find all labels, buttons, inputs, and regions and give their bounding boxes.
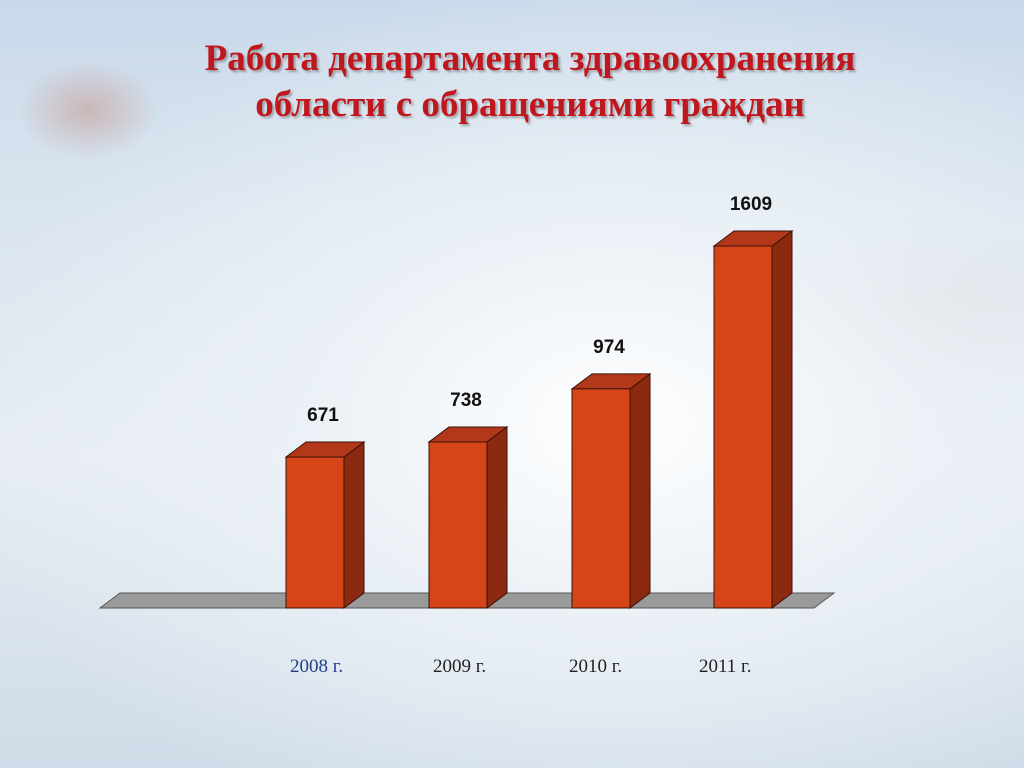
bar-2008 г.: 671 [284, 405, 366, 609]
data-label: 671 [307, 405, 339, 426]
data-label: 1609 [730, 194, 772, 215]
category-label: 2011 г. [699, 656, 752, 677]
bar-front [285, 456, 345, 609]
bar-front [571, 388, 631, 609]
title-line-2: области с обращениями граждан [255, 84, 805, 125]
bar-2011 г.: 1609 [712, 194, 794, 609]
data-label: 738 [450, 390, 482, 411]
bar-2009 г.: 738 [427, 390, 509, 609]
category-label: 2010 г. [569, 656, 623, 677]
data-label: 974 [593, 337, 625, 358]
bar-side [486, 425, 508, 609]
bar-side [629, 372, 651, 609]
category-label: 2008 г. [290, 656, 344, 677]
bar-2010 г.: 974 [570, 337, 652, 609]
title-line-1: Работа департамента здравоохранения [204, 38, 856, 79]
slide-title: Работа департамента здравоохранения обла… [140, 36, 920, 128]
bar-side [343, 441, 365, 609]
bar-front [713, 245, 773, 609]
bar-front [428, 441, 488, 609]
category-label: 2009 г. [433, 656, 487, 677]
bar-side [771, 230, 793, 609]
